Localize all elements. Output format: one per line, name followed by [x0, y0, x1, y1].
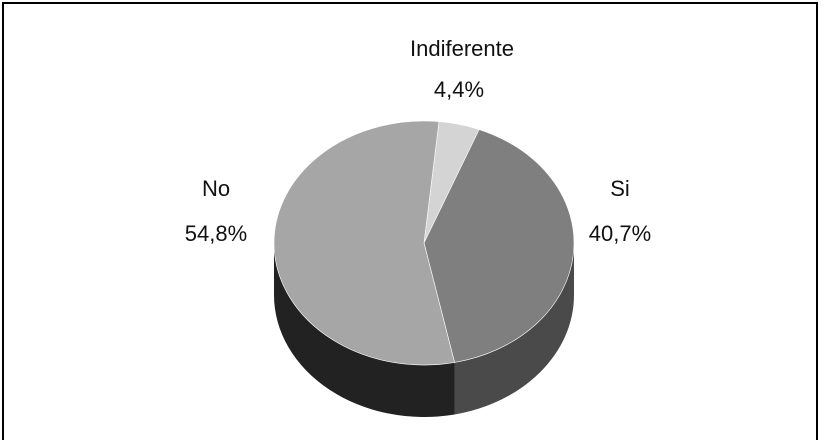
pie-side-si [454, 243, 574, 415]
pie-slice-no [273, 120, 455, 366]
pie-tops [273, 120, 575, 366]
slice-value-si: 40,7% [589, 221, 651, 246]
chart-frame [2, 2, 818, 440]
slice-label-no: No [202, 176, 230, 201]
pie-slice-si [423, 129, 575, 363]
slice-value-indiferente: 4,4% [434, 77, 484, 102]
pie-side-no [274, 243, 455, 417]
slice-label-indiferente: Indiferente [410, 36, 514, 61]
slice-label-si: Si [610, 176, 630, 201]
slice-value-no: 54,8% [185, 221, 247, 246]
pie-sides [274, 243, 574, 417]
